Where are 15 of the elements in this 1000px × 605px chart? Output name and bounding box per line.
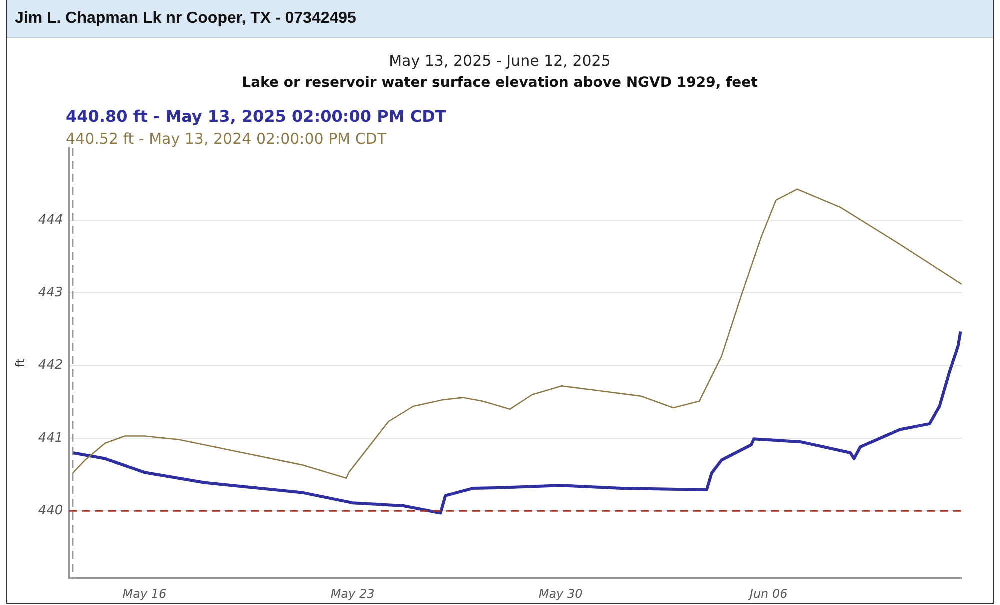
y-tick-label: 441 [38, 430, 64, 446]
x-tick-label: May 30 [538, 586, 584, 601]
chart-subtitle: May 13, 2025 - June 12, 2025 [388, 52, 612, 70]
x-tick-label: Jun 06 [748, 586, 788, 601]
y-tick-label: 440 [38, 503, 64, 518]
text: 440.52 ft - May 13, 2024 02:00:00 PM CDT [66, 129, 388, 150]
y-tick-label: 444 [38, 212, 64, 228]
y-axis-title: ft [13, 358, 28, 368]
text: Lake or reservoir water surface elevation above NGVD 1929, feet [241, 75, 759, 91]
x-tick-label: May 16 [122, 586, 168, 601]
y-tick-label: 442 [38, 358, 64, 374]
y-tick-label: 443 [38, 286, 64, 301]
x-tick-label: May 23 [330, 586, 375, 601]
text: 440.80 ft - May 13, 2025 02:00:00 PM CDT [66, 106, 446, 128]
chart-title: Jim L. Chapman Lk nr Cooper, TX - 07342495 [15, 10, 356, 27]
